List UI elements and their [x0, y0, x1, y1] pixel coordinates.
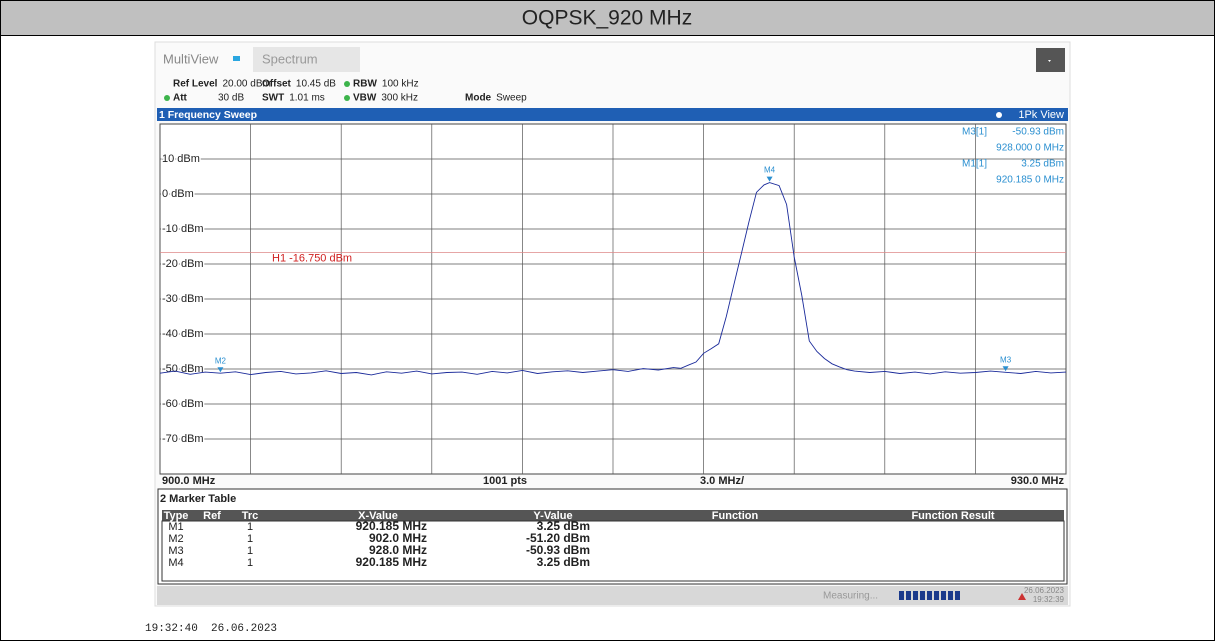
setting-label: VBW: [353, 93, 377, 104]
marker-label: M3: [1000, 355, 1012, 364]
column-header: Function: [712, 510, 759, 522]
marker-info-value: -50.93 dBm: [1012, 127, 1064, 138]
table-cell: M3: [168, 545, 183, 557]
axis-footer: 3.0 MHz/: [700, 475, 744, 487]
marker-info-freq: 928.000 0 MHz: [996, 143, 1064, 154]
status-state: Measuring...: [823, 591, 878, 602]
setting-label: Ref Level: [173, 79, 218, 90]
setting-value: 100 kHz: [382, 79, 419, 90]
axis-footer: 930.0 MHz: [1011, 475, 1065, 487]
table-cell: 3.25 dBm: [537, 519, 590, 533]
setting-value: Sweep: [496, 93, 527, 104]
header-bar: [0, 0, 1215, 36]
table-cell: M1: [168, 521, 183, 533]
status-dot: [344, 95, 350, 101]
table-cell: 928.0 MHz: [369, 543, 427, 557]
marker-info-name: M1[1]: [962, 159, 987, 170]
progress-block: [899, 591, 904, 600]
tab-icon: [233, 56, 240, 61]
trace: [159, 182, 1067, 376]
marker-table-body: [161, 520, 1065, 582]
view-dot: [996, 112, 1002, 118]
table-cell: M2: [168, 533, 183, 545]
table-title: 2 Marker Table: [160, 493, 236, 505]
timestamp: 19:32:40 26.06.2023: [145, 623, 277, 635]
setting-value: 30 dB: [218, 93, 244, 104]
column-header: Trc: [242, 510, 259, 522]
table-cell: 1: [247, 521, 253, 533]
status-icon: [1018, 593, 1026, 600]
progress-block: [955, 591, 960, 600]
status-date: 26.06.2023: [1024, 586, 1065, 595]
setting-value: 1.01 ms: [289, 93, 325, 104]
tab-spectrum[interactable]: [253, 47, 360, 72]
y-tick-label: -50 dBm: [162, 363, 204, 375]
setting-value: 10.45 dB: [296, 79, 336, 90]
table-cell: 1: [247, 545, 253, 557]
sweep-title: 1 Frequency Sweep: [159, 109, 257, 121]
marker: [1002, 366, 1009, 372]
marker-label: M2: [215, 356, 227, 365]
y-tick-label: -10 dBm: [162, 223, 204, 235]
marker-info-value: 3.25 dBm: [1021, 159, 1064, 170]
progress-block: [941, 591, 946, 600]
marker-info-name: M3[1]: [962, 127, 987, 138]
axis-footer: 900.0 MHz: [162, 475, 216, 487]
axis-footer: 1001 pts: [483, 475, 527, 487]
progress-block: [913, 591, 918, 600]
status-bar: [157, 586, 1068, 605]
setting-value: 300 kHz: [381, 93, 418, 104]
table-cell: 920.185 MHz: [356, 519, 427, 533]
table-cell: 902.0 MHz: [369, 531, 427, 545]
column-header: Function Result: [911, 510, 994, 522]
column-header: Y-Value: [533, 510, 572, 522]
table-cell: 920.185 MHz: [356, 555, 427, 569]
header-title: OQPSK_920 MHz: [522, 7, 692, 30]
setting-label: Mode: [465, 93, 492, 104]
progress-block: [906, 591, 911, 600]
setting-label: SWT: [262, 93, 284, 104]
y-tick-label: 0 dBm: [162, 188, 194, 200]
setting-label: Offset: [262, 79, 292, 90]
y-tick-label: -20 dBm: [162, 258, 204, 270]
table-cell: 3.25 dBm: [537, 555, 590, 569]
marker: [217, 367, 224, 373]
y-tick-label: -60 dBm: [162, 398, 204, 410]
marker-table-header: [162, 510, 1064, 521]
sweep-title-bar: [157, 108, 1068, 121]
table-cell: M4: [168, 557, 183, 569]
setting-value: 20.00 dBm: [222, 79, 270, 90]
table-cell: 1: [247, 533, 253, 545]
progress-block: [948, 591, 953, 600]
marker: [766, 176, 773, 182]
progress-block: [920, 591, 925, 600]
setting-label: RBW: [353, 79, 377, 90]
tab-label[interactable]: MultiView: [163, 51, 219, 66]
progress-block: [934, 591, 939, 600]
column-header: Type: [164, 510, 189, 522]
y-tick-label: -40 dBm: [162, 328, 204, 340]
column-header: Ref: [203, 510, 221, 522]
table-cell: -51.20 dBm: [526, 531, 590, 545]
status-dot: [164, 95, 170, 101]
marker-info-freq: 920.185 0 MHz: [996, 175, 1064, 186]
setting-label: Att: [173, 93, 188, 104]
status-dot: [344, 81, 350, 87]
view-label: 1Pk View: [1018, 109, 1064, 121]
status-time: 19:32:39: [1033, 595, 1065, 604]
limit-label: H1 -16.750 dBm: [272, 253, 352, 265]
column-header: X-Value: [358, 510, 398, 522]
progress-block: [927, 591, 932, 600]
table-cell: 1: [247, 557, 253, 569]
y-tick-label: -30 dBm: [162, 293, 204, 305]
y-tick-label: -70 dBm: [162, 433, 204, 445]
y-tick-label: 10 dBm: [162, 153, 200, 165]
menu-arrow: [1048, 60, 1051, 62]
table-cell: -50.93 dBm: [526, 543, 590, 557]
tab-label[interactable]: Spectrum: [262, 51, 318, 66]
marker-label: M4: [764, 166, 776, 175]
